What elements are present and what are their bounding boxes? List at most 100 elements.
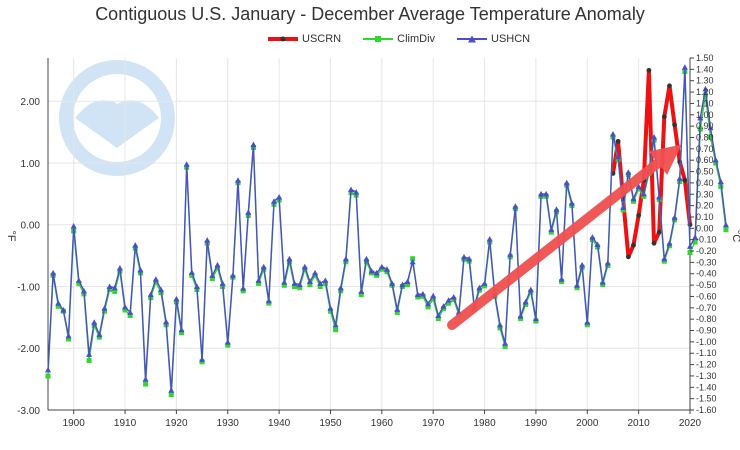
data-point-ushcn (163, 318, 170, 325)
y-right-tick-label: 0.20 (696, 201, 714, 211)
data-point-climdiv (307, 282, 313, 288)
data-point-ushcn (466, 255, 473, 262)
y-right-tick-label: -1.30 (696, 371, 717, 381)
data-point-ushcn (342, 255, 349, 262)
data-point-ushcn (270, 198, 277, 204)
data-point-climdiv (214, 265, 220, 271)
data-point-climdiv (497, 325, 503, 331)
data-point-climdiv (179, 330, 185, 336)
data-point-ushcn (152, 276, 159, 282)
data-point-ushcn (399, 281, 406, 288)
data-point-ushcn (348, 186, 355, 193)
data-point-climdiv (502, 343, 508, 349)
y-right-tick-label: -0.20 (696, 246, 717, 256)
y-right-tick-label: 0.70 (696, 144, 714, 154)
legend-label-uscrn: USCRN (302, 33, 342, 45)
data-point-climdiv (153, 279, 159, 285)
legend-item-climdiv[interactable]: ClimDiv (363, 33, 435, 45)
data-point-ushcn (409, 258, 416, 265)
data-point-climdiv (127, 313, 133, 319)
data-point-climdiv (189, 272, 195, 278)
data-point-ushcn (548, 226, 555, 233)
data-point-ushcn (157, 286, 164, 293)
data-point-ushcn (697, 114, 704, 121)
y-right-tick-label: -0.10 (696, 235, 717, 245)
legend-item-uscrn[interactable]: USCRN (268, 33, 341, 45)
data-point-climdiv (209, 275, 215, 281)
data-point-ushcn (419, 290, 426, 297)
legend: USCRN ClimDiv USHCN (268, 33, 530, 45)
svg-text:NOAA: NOAA (93, 99, 141, 116)
data-point-ushcn (322, 277, 329, 283)
data-point-ushcn (70, 222, 77, 229)
data-point-climdiv (692, 239, 698, 245)
data-point-ushcn (389, 280, 396, 286)
data-point-ushcn (609, 130, 616, 137)
data-point-ushcn (281, 279, 288, 285)
data-point-ushcn (312, 269, 319, 276)
data-point-ushcn (517, 313, 524, 319)
data-point-ushcn (676, 175, 683, 181)
data-point-climdiv (435, 316, 441, 322)
data-point-climdiv (358, 292, 364, 298)
y-axis-left-unit: °F (5, 230, 17, 241)
y-right-tick-label: 0.90 (696, 121, 714, 131)
data-point-ushcn (137, 266, 144, 273)
data-point-ushcn (450, 293, 457, 300)
data-point-ushcn (599, 279, 606, 285)
x-tick-label: 2020 (679, 418, 702, 429)
data-point-climdiv (66, 336, 72, 342)
data-point-ushcn (132, 242, 139, 248)
y-right-tick-label: -1.20 (696, 360, 717, 370)
data-point-ushcn (286, 255, 293, 262)
x-tick-label: 1960 (371, 418, 394, 429)
data-point-ushcn (337, 284, 344, 291)
data-point-ushcn (219, 280, 226, 286)
data-point-ushcn (656, 193, 663, 200)
data-point-ushcn (214, 261, 221, 268)
data-point-ushcn (563, 179, 570, 186)
data-point-uscrn (651, 240, 657, 246)
data-point-climdiv (713, 160, 719, 166)
data-point-ushcn (358, 288, 365, 294)
y-right-tick-label: 0.10 (696, 212, 714, 222)
data-point-climdiv (122, 307, 128, 313)
series-layer (45, 64, 729, 398)
data-point-ushcn (378, 263, 385, 270)
data-point-ushcn (558, 276, 565, 282)
data-point-climdiv (405, 282, 411, 288)
data-point-ushcn (296, 281, 303, 288)
data-point-ushcn (687, 243, 693, 249)
data-point-ushcn (199, 356, 206, 362)
data-point-ushcn (301, 263, 308, 270)
data-point-ushcn (327, 305, 334, 311)
data-point-climdiv (86, 358, 92, 364)
y-right-tick-label: -0.60 (696, 291, 717, 301)
data-point-ushcn (240, 285, 247, 291)
chart-title: Contiguous U.S. January - December Avera… (95, 4, 645, 24)
data-point-climdiv (76, 280, 82, 286)
data-point-climdiv (687, 250, 693, 256)
data-point-ushcn (122, 303, 129, 310)
legend-item-ushcn[interactable]: USHCN (457, 33, 530, 45)
data-point-ushcn (127, 309, 134, 315)
data-point-ushcn (265, 297, 272, 304)
data-point-ushcn (635, 183, 642, 189)
data-point-ushcn (512, 203, 519, 209)
y-right-tick-label: 1.50 (696, 53, 714, 63)
y-right-tick-label: 1.10 (696, 98, 714, 108)
x-tick-label: 1920 (165, 418, 188, 429)
data-point-ushcn (507, 251, 514, 257)
data-point-uscrn (656, 229, 662, 235)
data-point-climdiv (45, 373, 51, 379)
data-point-ushcn (502, 340, 509, 346)
data-point-ushcn (630, 195, 637, 202)
y-right-tick-label: 1.20 (696, 87, 714, 97)
data-point-ushcn (183, 161, 190, 167)
data-point-ushcn (276, 193, 283, 200)
y-right-tick-label: 0.30 (696, 189, 714, 199)
data-point-ushcn (717, 178, 724, 185)
data-point-ushcn (111, 284, 118, 291)
y-right-tick-label: -0.70 (696, 303, 717, 313)
